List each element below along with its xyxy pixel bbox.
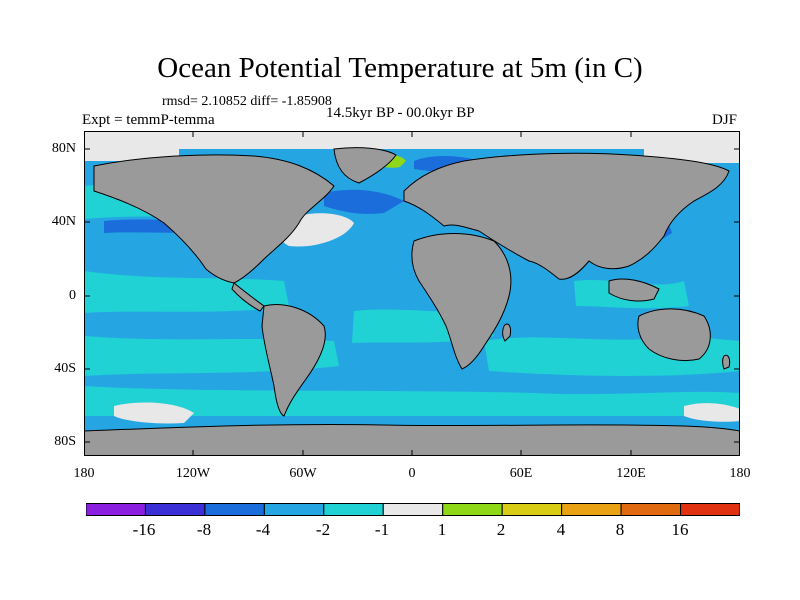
period-label: 14.5kyr BP - 00.0kyr BP	[326, 105, 475, 121]
lat-label: 80S	[54, 434, 76, 449]
world-map	[84, 131, 740, 456]
colorbar-box	[144, 503, 206, 516]
colorbar-box	[263, 503, 325, 516]
colorbar-label: -2	[315, 520, 331, 539]
colorbar-box	[620, 503, 682, 516]
land-antarctica	[84, 423, 740, 456]
colorbar-label: 1	[437, 520, 447, 539]
colorbar	[86, 503, 740, 516]
colorbar-label: 16	[671, 520, 689, 539]
colorbar-box	[204, 503, 265, 516]
map-title: Ocean Potential Temperature at 5m (in C)	[157, 52, 643, 84]
lon-label: 60W	[289, 466, 317, 481]
lon-label: 180	[729, 466, 751, 481]
stats-label: rmsd= 2.10852 diff= -1.85908	[162, 94, 332, 109]
lat-label: 40S	[54, 361, 76, 376]
colorbar-label: -16	[132, 520, 156, 539]
land-maritime-asia	[608, 278, 660, 302]
lon-label: 0	[408, 466, 416, 481]
lat-label: 0	[69, 288, 76, 303]
colorbar-box	[501, 503, 563, 516]
colorbar-box	[561, 503, 622, 516]
land-eurasia	[403, 152, 730, 280]
colorbar-box	[323, 503, 384, 516]
lon-label: 60E	[509, 466, 533, 481]
colorbar-label: -1	[374, 520, 390, 539]
land-new-zealand	[722, 354, 731, 370]
colorbar-label: -4	[255, 520, 271, 539]
map-ticks	[84, 131, 740, 456]
colorbar-label: 4	[556, 520, 566, 539]
colorbar-label: -8	[196, 520, 212, 539]
lat-label: 80N	[51, 141, 76, 156]
land-australia	[637, 308, 711, 362]
land-masses	[84, 147, 740, 456]
land-madagascar	[502, 323, 511, 342]
land-central-america	[231, 282, 265, 312]
colorbar-box	[86, 503, 146, 516]
land-africa	[411, 233, 512, 370]
season-label: DJF	[712, 112, 738, 128]
experiment-label: Expt = temmP-temma	[82, 112, 215, 128]
land-greenland	[333, 147, 397, 184]
lon-label: 120E	[616, 466, 646, 481]
colorbar-box	[442, 503, 503, 516]
lon-label: 120W	[175, 466, 211, 481]
lon-label: 180	[73, 466, 95, 481]
colorbar-label: 8	[615, 520, 625, 539]
lat-label: 40N	[51, 214, 76, 229]
colorbar-box	[382, 503, 444, 516]
colorbar-label: 2	[496, 520, 506, 539]
land-north-america	[93, 154, 335, 284]
land-south-america	[261, 304, 326, 417]
colorbar-box	[680, 503, 740, 516]
